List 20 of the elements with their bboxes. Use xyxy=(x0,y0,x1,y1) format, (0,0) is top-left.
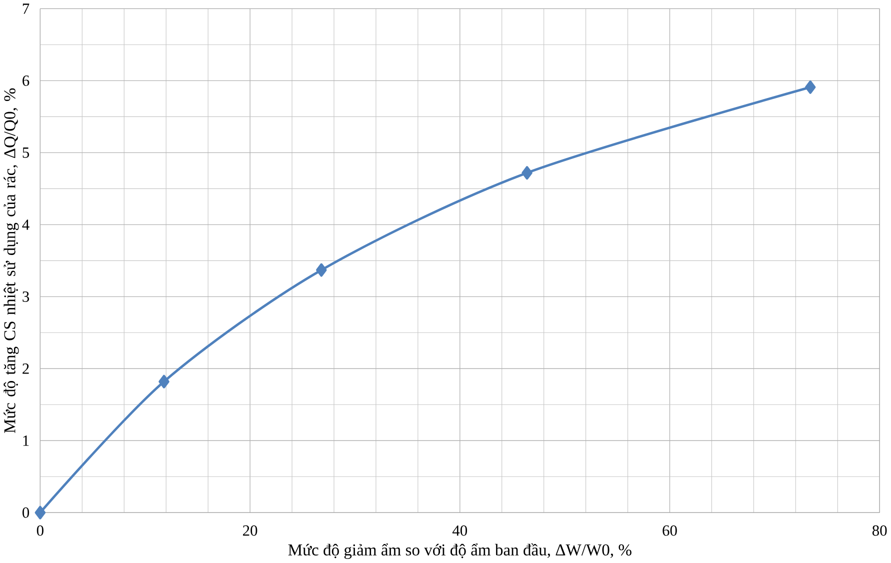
y-tick-label: 7 xyxy=(22,4,30,14)
y-tick-label: 4 xyxy=(22,220,30,230)
point xyxy=(804,80,816,94)
x-tick-label: 20 xyxy=(242,526,258,536)
y-axis-title: Mức độ tăng CS nhiệt sử dụng của rác, ΔQ/Q0, % xyxy=(4,88,19,434)
point xyxy=(522,166,532,180)
y-tick-label: 0 xyxy=(22,508,30,518)
x-tick-label: 60 xyxy=(662,526,677,536)
y-tick-label: 2 xyxy=(22,364,29,374)
y-tick-label: 1 xyxy=(23,436,29,446)
point xyxy=(316,263,327,277)
x-axis-title: Mức độ giảm ẩm so với độ ẩm ban đầu, ΔW/W0, % xyxy=(288,544,632,560)
x-tick-label: 80 xyxy=(872,526,887,536)
point xyxy=(34,506,46,520)
y-tick-label: 5 xyxy=(22,148,30,158)
point xyxy=(158,375,170,389)
y-tick-label: 6 xyxy=(22,76,30,86)
y-tick-label: 3 xyxy=(22,292,30,302)
x-tick-label: 0 xyxy=(36,526,44,536)
x-tick-label: 40 xyxy=(452,526,468,536)
